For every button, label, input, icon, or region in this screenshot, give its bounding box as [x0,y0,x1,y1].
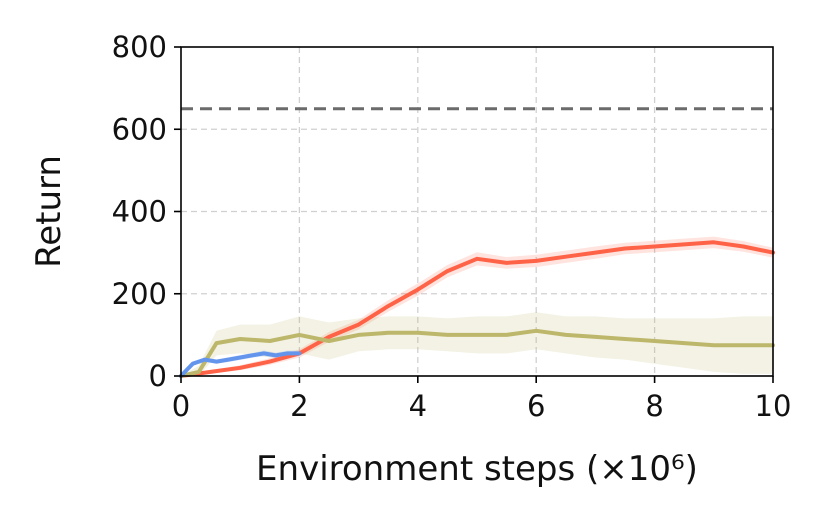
x-tick-label: 0 [172,389,190,423]
x-tick-label: 8 [645,389,663,423]
y-tick-labels: 0 200 400 600 800 [112,30,167,393]
series-line-3 [179,351,302,378]
y-tick-label: 600 [112,112,167,146]
x-tick-label: 10 [755,389,792,423]
series-line-2 [179,328,775,378]
series-band-3 [181,350,300,376]
y-tick-label: 200 [112,277,167,311]
y-tick-label: 0 [149,359,167,393]
y-tick-label: 800 [112,30,167,64]
x-tick-label: 2 [290,389,308,423]
series-lines [179,240,775,378]
x-axis-label: Environment steps (×10⁶) [256,449,698,489]
series-band-2 [181,312,773,376]
x-tick-label: 4 [409,389,427,423]
grid-lines [181,47,773,376]
series-line-1 [179,240,775,378]
x-tick-label: 6 [527,389,545,423]
x-tick-labels: 0 2 4 6 8 10 [172,389,792,423]
y-tick-label: 400 [112,195,167,229]
y-axis-label: Return [29,155,69,268]
axis-ticks [174,46,774,383]
